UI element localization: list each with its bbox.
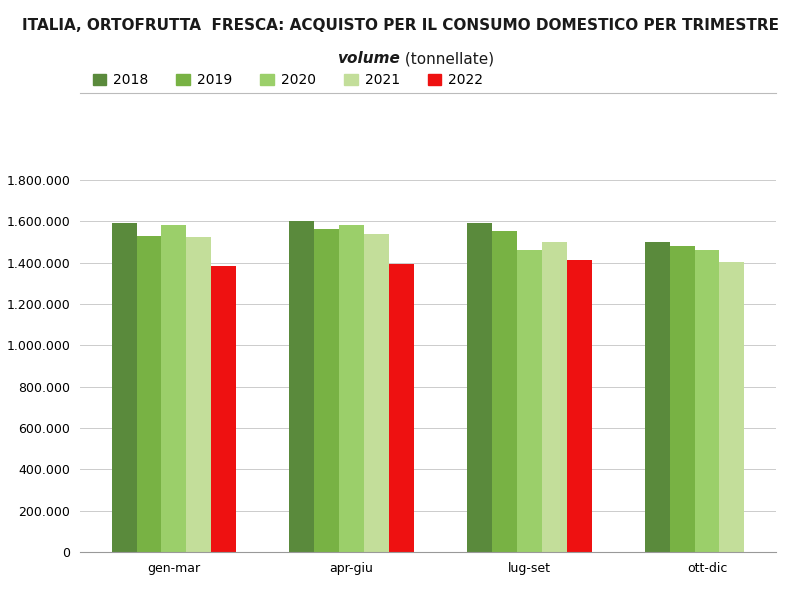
Bar — [645, 242, 670, 552]
Bar — [162, 226, 186, 552]
Bar — [694, 250, 719, 552]
Text: volume: volume — [337, 51, 400, 66]
Text: ITALIA, ORTOFRUTTA  FRESCA: ACQUISTO PER IL CONSUMO DOMESTICO PER TRIMESTRE: ITALIA, ORTOFRUTTA FRESCA: ACQUISTO PER … — [22, 18, 778, 33]
Bar — [112, 223, 137, 552]
Bar — [542, 242, 566, 552]
Bar — [492, 230, 517, 552]
Bar — [467, 223, 492, 552]
Bar — [314, 229, 339, 552]
Bar — [290, 221, 314, 552]
Text: (tonnellate): (tonnellate) — [400, 51, 494, 66]
Bar — [389, 263, 414, 552]
Bar — [137, 236, 162, 552]
Bar — [517, 250, 542, 552]
Bar — [670, 246, 694, 552]
Bar — [186, 237, 211, 552]
Legend: 2018, 2019, 2020, 2021, 2022: 2018, 2019, 2020, 2021, 2022 — [87, 68, 489, 93]
Bar — [339, 226, 364, 552]
Bar — [566, 260, 591, 552]
Bar — [719, 262, 744, 552]
Bar — [211, 266, 236, 552]
Bar — [364, 234, 389, 552]
